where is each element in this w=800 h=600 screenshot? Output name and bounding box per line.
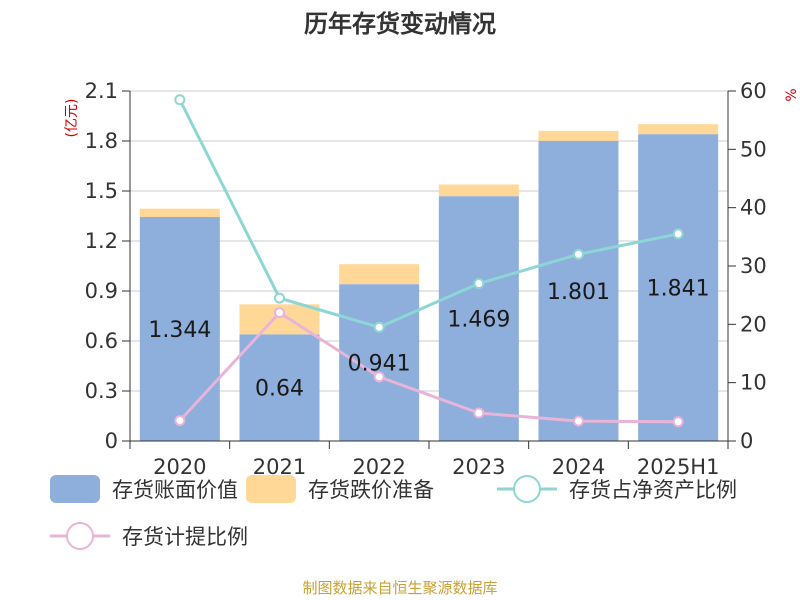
legend-item[interactable]: 存货跌价准备 [246, 475, 434, 503]
legend-marker [66, 522, 94, 550]
legend-label: 存货跌价准备 [308, 478, 434, 502]
legend-item[interactable]: 存货占净资产比例 [497, 475, 737, 503]
bar-inventory-book-value [139, 217, 220, 441]
x-tick-label: 2022 [352, 455, 405, 479]
bar-inventory-book-value [339, 284, 420, 441]
bar-inventory-impairment [638, 124, 719, 135]
line-point [174, 415, 186, 427]
legend-label: 存货账面价值 [112, 478, 238, 502]
line-point [473, 278, 485, 289]
x-tick-label: 2020 [153, 455, 206, 479]
line-point [573, 415, 584, 427]
y-left-tick-label: 1.5 [85, 179, 118, 203]
line-point [672, 228, 684, 240]
x-tick-label: 2025H1 [637, 455, 720, 479]
bar-value-label: 1.841 [647, 277, 710, 302]
chart-title: 历年存货变动情况 [304, 10, 496, 38]
bar-inventory-impairment [438, 184, 519, 197]
bar-inventory-book-value [239, 334, 320, 441]
data-source: 制图数据来自恒生聚源数据库 [302, 579, 498, 597]
y-right-unit: % [784, 88, 800, 101]
y-right-tick-label: 30 [740, 254, 767, 278]
y-right-tick-label: 60 [740, 79, 767, 103]
line-point [573, 248, 584, 260]
legend-swatch [246, 475, 296, 503]
data-labels: 1.344 0.64 0.941 1.469 1.801 1.841 [148, 277, 709, 402]
legend-label: 存货占净资产比例 [569, 478, 737, 502]
legend-swatch [50, 475, 100, 503]
y-right-tick-label: 20 [740, 312, 767, 336]
bar-inventory-impairment [339, 264, 420, 285]
bar-value-label: 1.801 [547, 280, 610, 305]
bar-value-label: 1.469 [447, 308, 510, 333]
line-point [274, 307, 285, 319]
legend-item[interactable]: 存货账面价值 [50, 475, 238, 503]
y-right-tick-label: 40 [740, 196, 767, 220]
legend-marker [513, 475, 541, 503]
bar-inventory-book-value [538, 140, 619, 442]
y-left-tick-label: 2.1 [85, 79, 118, 103]
bar-inventory-impairment [139, 208, 220, 217]
bar-value-label: 0.64 [255, 377, 304, 402]
bar-inventory-book-value [638, 134, 719, 441]
series-lines [174, 94, 684, 428]
line-point [373, 371, 385, 383]
line-point [174, 94, 186, 106]
bar-inventory-book-value [438, 196, 519, 441]
line-point [274, 292, 285, 304]
y-left-tick-label: 1.8 [85, 129, 118, 153]
y-right-tick-label: 0 [740, 429, 753, 453]
y-left-tick-label: 0.6 [85, 329, 118, 353]
line-point [373, 321, 385, 333]
line-point [672, 416, 684, 428]
y-right-tick-label: 50 [740, 137, 767, 161]
line-impairment-ratio [178, 310, 679, 424]
line-point [473, 407, 485, 419]
y-left-tick-label: 0.9 [85, 279, 118, 303]
y-left-tick-label: 0 [105, 429, 118, 453]
legend-item[interactable]: 存货计提比例 [50, 522, 248, 550]
bar-inventory-impairment [538, 130, 619, 141]
bar-value-label: 1.344 [148, 318, 211, 343]
y-left-unit: (亿元) [64, 99, 80, 138]
y-left-tick-label: 0.3 [85, 379, 118, 403]
y-left-tick-label: 1.2 [85, 229, 118, 253]
line-inventory-to-net-assets [178, 99, 679, 329]
bar-value-label: 0.941 [348, 352, 411, 377]
bars [139, 124, 719, 442]
y-right-tick-label: 10 [740, 371, 767, 395]
legend-label: 存货计提比例 [122, 525, 248, 549]
x-tick-label: 2024 [552, 455, 605, 479]
x-tick-label: 2023 [452, 455, 505, 479]
